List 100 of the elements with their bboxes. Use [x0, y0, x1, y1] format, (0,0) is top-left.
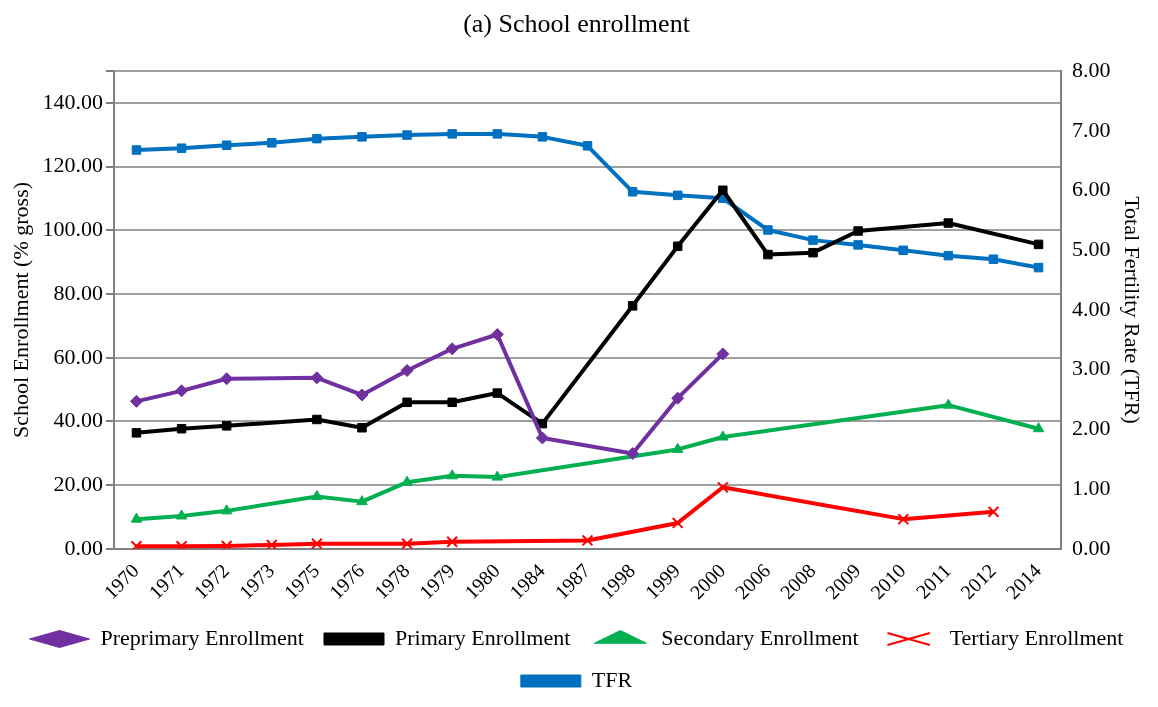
point — [627, 301, 638, 311]
point — [537, 132, 548, 142]
point — [447, 129, 457, 139]
point — [402, 130, 412, 140]
point — [220, 372, 234, 386]
point — [1032, 422, 1045, 433]
point — [716, 481, 729, 494]
y2-tick-label: 2.00 — [1072, 415, 1111, 441]
point — [131, 145, 142, 155]
point — [446, 535, 459, 548]
point — [716, 347, 730, 361]
point — [175, 384, 189, 398]
point — [627, 187, 638, 197]
point — [402, 397, 412, 408]
x-tick-label: 1980 — [459, 559, 504, 604]
point — [310, 371, 324, 385]
x-tick-label: 1999 — [640, 559, 685, 604]
point — [447, 397, 457, 408]
point — [310, 537, 323, 549]
point — [671, 517, 684, 529]
legend-label: Secondary Enrollment — [661, 624, 859, 650]
point — [175, 509, 188, 520]
point — [129, 394, 143, 408]
point — [581, 534, 594, 547]
point — [535, 431, 549, 445]
y2-tick-label: 8.00 — [1072, 56, 1111, 82]
point — [312, 133, 322, 144]
point — [808, 235, 818, 245]
point — [943, 250, 954, 261]
point — [492, 388, 503, 398]
legend-label: Tertiary Enrollment — [949, 624, 1124, 650]
point — [763, 225, 773, 235]
point — [717, 430, 729, 441]
y2-tick-label: 1.00 — [1072, 474, 1111, 500]
point — [897, 513, 910, 526]
point — [221, 140, 232, 150]
point — [220, 539, 233, 549]
legend-label: Preprimary Enrollment — [100, 624, 304, 650]
x-tick-label: 1971 — [144, 559, 189, 604]
point — [672, 190, 683, 201]
chart-title: (a) School enrollment — [463, 9, 691, 39]
point — [853, 226, 863, 236]
point — [988, 254, 999, 264]
y-tick-label: 80.00 — [53, 279, 103, 305]
point — [490, 327, 504, 341]
x-tick-label: 1972 — [189, 559, 234, 604]
y-tick-label: 120.00 — [42, 152, 103, 178]
point — [401, 537, 414, 549]
point — [626, 447, 640, 461]
point — [763, 249, 773, 260]
x-tick-label: 1979 — [414, 559, 459, 604]
point — [853, 240, 863, 250]
y2-tick-label: 5.00 — [1072, 236, 1111, 262]
point — [808, 247, 818, 258]
y2-axis-title: Total Fertility Rate (TFR) — [1120, 196, 1146, 424]
point — [672, 241, 683, 252]
point — [942, 398, 955, 409]
point — [311, 490, 323, 501]
y-tick-label: 20.00 — [53, 470, 103, 496]
x-tick-label: 1970 — [99, 559, 143, 604]
point — [176, 143, 187, 153]
y-tick-label: 0.00 — [64, 534, 103, 560]
legend-label: Primary Enrollment — [394, 624, 571, 650]
point — [356, 495, 368, 506]
point — [898, 245, 908, 256]
point — [312, 414, 322, 425]
point — [492, 129, 503, 139]
y-tick-label: 140.00 — [42, 88, 103, 114]
legend-label: TFR — [591, 666, 633, 692]
point — [718, 185, 728, 196]
point — [1033, 239, 1044, 250]
point — [1033, 262, 1044, 273]
y2-tick-label: 7.00 — [1072, 116, 1111, 142]
point — [400, 363, 414, 377]
point — [445, 342, 459, 356]
point — [355, 388, 369, 402]
point — [446, 469, 458, 480]
point — [582, 141, 593, 151]
y2-tick-label: 4.00 — [1072, 295, 1111, 321]
point — [131, 428, 142, 438]
x-tick-label: 2011 — [911, 559, 955, 603]
y-tick-label: 40.00 — [53, 407, 103, 433]
y2-tick-label: 6.00 — [1072, 176, 1111, 202]
y2-tick-label: 0.00 — [1072, 534, 1111, 560]
point — [220, 504, 233, 515]
point — [671, 391, 685, 405]
y-tick-label: 100.00 — [42, 216, 103, 242]
point — [357, 132, 367, 142]
point — [130, 512, 143, 523]
point — [357, 423, 367, 433]
point — [537, 418, 548, 429]
point — [672, 442, 684, 453]
point — [176, 423, 187, 434]
y2-tick-label: 3.00 — [1072, 355, 1111, 381]
point — [267, 138, 277, 148]
point — [491, 470, 503, 481]
point — [221, 421, 232, 431]
y-tick-label: 60.00 — [53, 343, 103, 369]
point — [987, 505, 1000, 518]
point — [943, 218, 954, 228]
